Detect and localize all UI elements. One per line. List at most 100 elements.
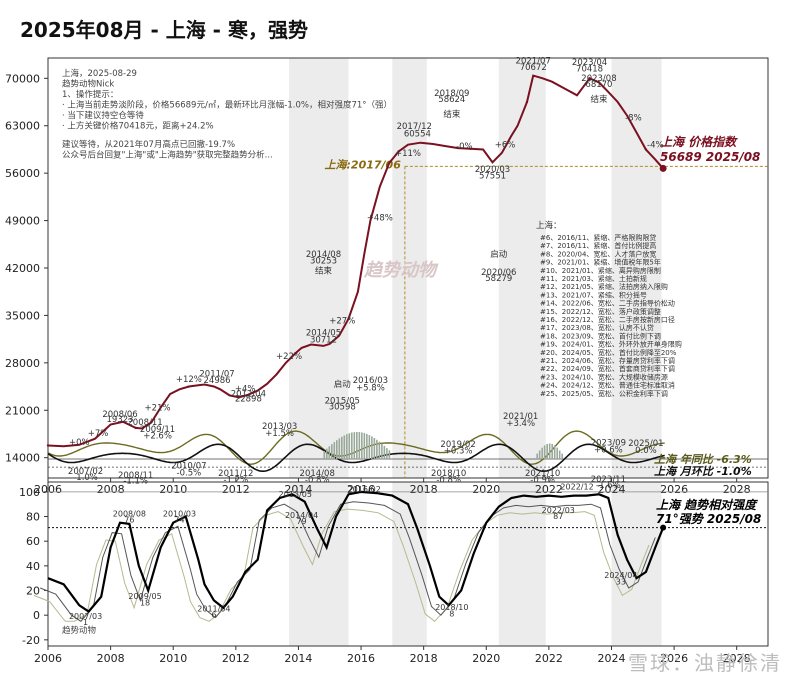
data-label-top: 2023/11	[591, 475, 626, 485]
x-tick-label-top: 2024	[597, 483, 625, 496]
policy-title: 上海：	[536, 220, 562, 231]
data-label-top: 2013/03	[262, 422, 297, 432]
x-tick-label-top: 2028	[723, 483, 751, 496]
data-label-top: +1.5%	[265, 429, 294, 439]
volume-bar	[336, 440, 338, 460]
data-label-bottom: 76	[124, 516, 134, 525]
volume-bar	[383, 445, 386, 460]
data-label-top: +0.6%	[594, 445, 623, 455]
data-label-bottom: 2024/04	[604, 571, 637, 580]
volume-bar	[333, 442, 336, 460]
data-label-top: 2021/01	[503, 412, 538, 422]
data-label-top: -1.0%	[73, 473, 98, 483]
data-label-top: 2008/11	[118, 471, 153, 481]
data-label-top: +48%	[367, 214, 393, 224]
policy-note-line: #18、2023/09、宽松、首付比例下调	[540, 331, 661, 340]
data-label-top: 2011/07	[199, 369, 234, 379]
volume-bar	[553, 445, 556, 460]
y-tick-label-bottom: 80	[26, 511, 40, 524]
data-label-bottom: 2013/05	[279, 490, 312, 499]
strength-panel-frame	[47, 481, 769, 647]
price-current-label-line2: 56689 2025/08	[660, 150, 760, 164]
shaded-region-top-1	[392, 58, 427, 478]
price-index-point	[237, 396, 241, 399]
y-tick-label-top: 56000	[5, 167, 40, 180]
volume-bar	[388, 450, 391, 460]
data-label-bottom: 2022/03	[542, 506, 575, 515]
data-label-top: 2014/05	[306, 329, 341, 339]
data-label-top: 2021/07	[516, 56, 551, 66]
strength-current-marker	[660, 524, 667, 531]
data-label-bottom: 2008/08	[113, 510, 146, 519]
data-label-top: +4%	[235, 384, 256, 394]
x-tick-label-top: 2026	[660, 483, 688, 496]
mom-current-label: 上海 月环比 -1.0%	[654, 465, 752, 478]
strength-companion-line-2	[33, 508, 650, 622]
y-tick-label-top: 63000	[5, 120, 40, 133]
data-label-top: 结束	[590, 94, 608, 105]
data-label-top: -0.8%	[436, 476, 461, 486]
price-index-point	[469, 147, 472, 150]
mom-series-line	[47, 443, 665, 472]
data-label-top: 2018/09	[434, 89, 469, 99]
data-label-top: -0.9%	[530, 476, 555, 486]
data-label-top: +5.8%	[356, 384, 385, 394]
volume-bar	[338, 438, 341, 460]
policy-note-line: #10、2021/01、紧缩、离异购房限制	[540, 266, 661, 275]
data-label-top: 24986	[204, 376, 231, 386]
data-label-top: +6%	[495, 140, 516, 150]
volume-bar	[328, 446, 331, 460]
y-tick-label-top: 14000	[5, 452, 40, 465]
x-tick-label-bottom: 2008	[97, 652, 125, 665]
shaded-region-bottom-3	[611, 482, 662, 646]
price-index-point	[644, 148, 648, 151]
volume-bar	[356, 431, 358, 460]
data-label-bottom: 2016/02	[348, 485, 381, 494]
x-tick-label-top: 2020	[472, 483, 500, 496]
data-label-top: -0.5%	[177, 468, 202, 478]
price-index-point	[46, 444, 50, 447]
data-label-bottom: 2018/10	[435, 603, 468, 612]
x-tick-label-bottom: 2014	[284, 652, 312, 665]
data-label-top: 2015/05	[325, 396, 360, 406]
policy-note-line: #15、2022/12、宽松、落户政策调整	[540, 307, 661, 316]
price-index-point	[397, 150, 400, 153]
volume-bar	[363, 433, 366, 460]
data-label-top: 2010/07	[171, 462, 206, 472]
policy-note-line: #14、2022/06、宽松、二手房指导价松动	[540, 299, 675, 308]
x-tick-label-bottom: 2016	[347, 652, 375, 665]
data-label-top: 启动	[490, 249, 508, 260]
volume-bar	[358, 432, 361, 460]
data-label-top: +3.4%	[506, 419, 535, 429]
yoy-current-label: 上海 年同比 -6.3%	[654, 453, 752, 466]
volume-bar	[361, 432, 363, 460]
policy-note-line: #24、2024/12、宽松、普通住宅标准取消	[540, 381, 675, 390]
policy-note-line: #17、2023/08、宽松、认房不认贷	[540, 323, 654, 332]
price-current-marker	[659, 164, 667, 172]
key-level-label: 上海:2017/06	[325, 158, 402, 171]
volume-bar	[371, 436, 373, 460]
volume-bar	[536, 453, 538, 460]
policy-note-line: #13、2021/07、紧缩、积分摇号	[540, 290, 647, 299]
volume-bar	[366, 433, 368, 460]
data-label-top: 2023/04	[572, 58, 607, 68]
note-line: 建议等待，从2021年07月高点已回撤-19.7%	[62, 139, 235, 150]
data-label-top: 结束	[443, 109, 461, 120]
note-line: · 上方关键价格70418元，距离+24.2%	[62, 121, 214, 132]
volume-bar	[543, 445, 546, 460]
page-title: 2025年08月 - 上海 - 寒，强势	[20, 18, 308, 42]
volume-bar	[378, 441, 381, 460]
data-label-bottom: 2011/04	[197, 604, 230, 613]
data-label-top: 2014/08	[300, 469, 335, 479]
note-line: 公众号后台回复"上海"或"上海趋势"获取完整趋势分析...	[62, 150, 273, 161]
policy-note-line: #22、2024/09、宽松、首套商贷利率下调	[540, 364, 675, 373]
data-label-top: 0.0%	[635, 446, 657, 456]
shaded-region-top-2	[498, 58, 546, 478]
y-tick-label-top: 70000	[5, 72, 40, 85]
policy-note-line: #7、2016/11、紧缩、首付比例提高	[540, 241, 656, 250]
data-label-bottom: 2010/03	[163, 510, 196, 519]
policy-note-line: #16、2022/12、宽松、二手房按新房口径	[540, 315, 675, 324]
volume-bar	[386, 448, 388, 460]
volume-bar	[373, 438, 376, 460]
price-index-line	[47, 74, 664, 448]
